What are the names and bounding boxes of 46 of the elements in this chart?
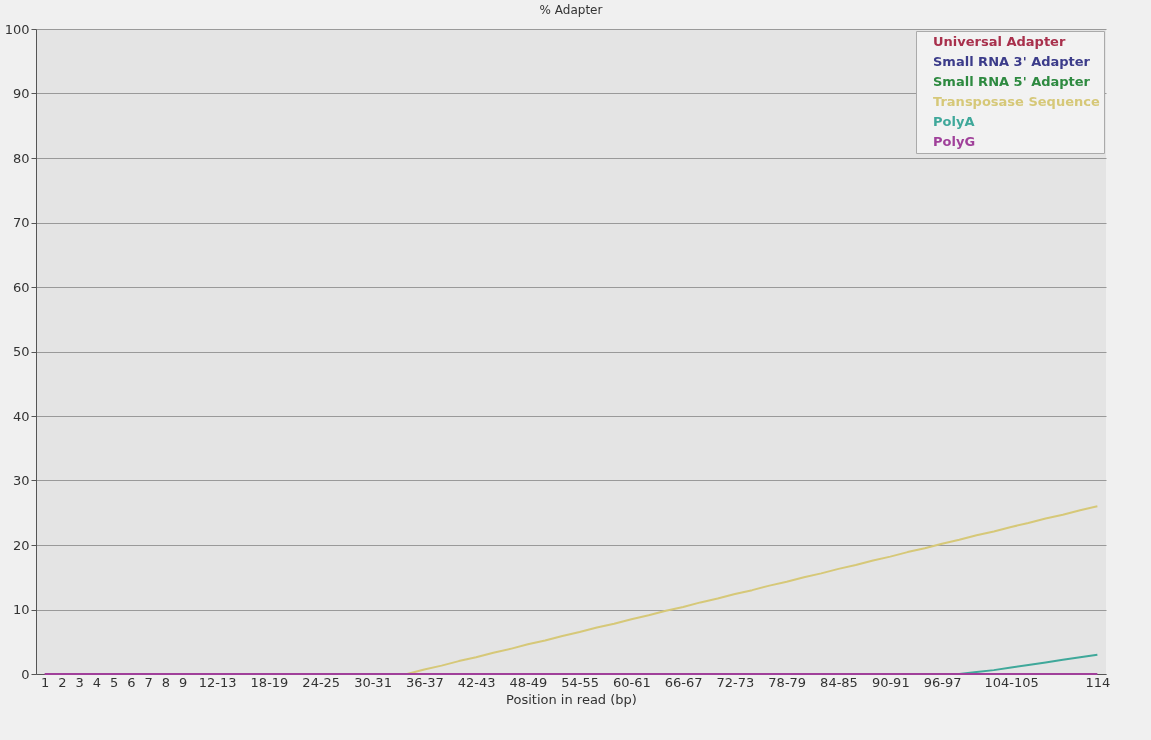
- x-tick-label: 72-73: [716, 674, 755, 690]
- text: Transposase Sequence: [933, 93, 1100, 109]
- y-tick-label: 90: [12, 86, 30, 101]
- x-tick-label: 90-91: [871, 674, 910, 690]
- x-tick-label: 104-105: [984, 674, 1039, 690]
- x-tick-label: 8: [161, 674, 171, 690]
- y-tick-label: 30: [12, 473, 30, 488]
- x-tick-label: 18-19: [250, 674, 289, 690]
- x-tick-label: 9: [179, 674, 188, 690]
- y-tick-label: 60: [12, 279, 30, 295]
- y-tick-label: 70: [12, 215, 30, 230]
- x-tick-label: 36-37: [405, 674, 444, 690]
- y-tick-label: 20: [12, 537, 30, 553]
- legend-label: Universal Adapter: [933, 33, 1066, 49]
- y-tick-label: 0: [21, 666, 30, 682]
- x-tick-label: 7: [144, 674, 153, 690]
- y-tick-label: 10: [12, 602, 30, 617]
- legend-label: Small RNA 3' Adapter: [933, 53, 1091, 69]
- x-tick-label: 66-67: [664, 674, 703, 690]
- x-tick-label: 84-85: [820, 674, 858, 690]
- x-tick-label: 114: [1085, 674, 1111, 690]
- line-series: [406, 505, 1099, 675]
- x-tick-label: 3: [75, 674, 84, 690]
- y-tick-label: 40: [12, 408, 30, 424]
- x-tick-label: 96-97: [923, 674, 962, 690]
- text: PolyG: [933, 133, 976, 149]
- chart-title: % Adapter: [539, 3, 603, 17]
- x-axis-title: Position in read (bp): [506, 691, 637, 707]
- x-tick-label: 54-55: [561, 674, 600, 690]
- x-tick-label: 42-43: [457, 674, 496, 690]
- x-tick-label: 78-79: [768, 674, 807, 690]
- y-tick-label: 50: [12, 344, 30, 359]
- x-tick-label: 30-31: [354, 674, 392, 690]
- x-tick-label: 12-13: [198, 674, 237, 690]
- x-tick-label: 2: [58, 674, 67, 690]
- y-tick-label: 100: [4, 21, 30, 37]
- legend-label: Small RNA 5' Adapter: [933, 73, 1091, 89]
- x-tick-label: 48-49: [509, 674, 548, 690]
- y-tick-label: 80: [12, 150, 30, 166]
- x-tick-label: 24-25: [302, 674, 341, 690]
- text: PolyA: [933, 113, 975, 129]
- x-tick-label: 1: [40, 674, 50, 690]
- x-tick-label: 5: [110, 674, 119, 690]
- x-tick-label: 6: [127, 674, 136, 690]
- x-tick-label: 4: [92, 674, 102, 690]
- x-tick-label: 60-61: [613, 674, 651, 690]
